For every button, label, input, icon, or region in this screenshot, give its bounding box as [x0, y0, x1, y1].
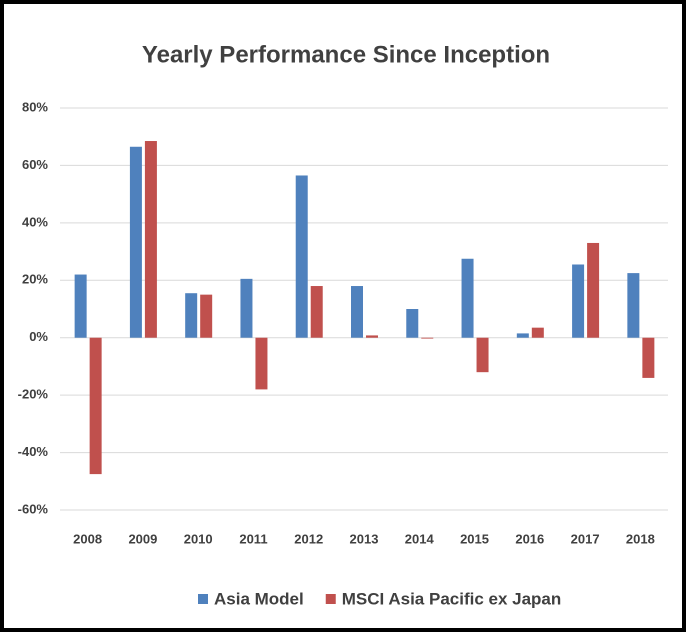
legend-label: Asia Model	[214, 589, 304, 608]
bar	[531, 327, 544, 338]
x-tick-label: 2010	[184, 531, 213, 546]
chart-title: Yearly Performance Since Inception	[142, 41, 550, 68]
x-tick-label: 2015	[460, 531, 489, 546]
y-tick-label: -20%	[18, 387, 49, 402]
bar	[421, 337, 434, 339]
bar	[200, 294, 213, 338]
bar	[642, 337, 655, 378]
bar	[185, 293, 198, 338]
bar	[240, 278, 253, 338]
x-tick-label: 2018	[626, 531, 655, 546]
bar	[89, 337, 102, 475]
bar	[627, 273, 640, 338]
x-tick-label: 2008	[73, 531, 102, 546]
bar	[74, 274, 87, 338]
y-tick-label: -60%	[18, 501, 49, 516]
bar	[406, 309, 419, 338]
bar	[587, 242, 600, 338]
legend-swatch	[325, 594, 336, 604]
y-tick-label: 60%	[22, 157, 48, 172]
x-tick-label: 2016	[515, 531, 544, 546]
x-tick-label: 2013	[350, 531, 379, 546]
bar	[572, 264, 585, 338]
bar	[129, 146, 142, 338]
bar	[310, 286, 323, 338]
y-tick-label: 20%	[22, 272, 48, 287]
bar	[144, 141, 157, 338]
x-tick-label: 2009	[128, 531, 157, 546]
bar	[255, 337, 268, 390]
y-tick-label: 40%	[22, 214, 48, 229]
bar	[295, 175, 308, 338]
x-tick-label: 2011	[239, 531, 267, 546]
y-tick-label: 0%	[29, 329, 48, 344]
legend-label: MSCI Asia Pacific ex Japan	[342, 589, 562, 608]
bar	[461, 258, 474, 338]
bar	[516, 333, 529, 338]
x-tick-label: 2014	[405, 531, 435, 546]
x-tick-label: 2012	[294, 531, 323, 546]
y-tick-label: -40%	[18, 444, 49, 459]
bar	[351, 286, 363, 338]
bar	[476, 337, 489, 373]
x-tick-label: 2017	[571, 531, 600, 546]
legend-swatch	[198, 594, 208, 604]
y-tick-label: 80%	[22, 99, 48, 114]
bar	[366, 335, 378, 338]
